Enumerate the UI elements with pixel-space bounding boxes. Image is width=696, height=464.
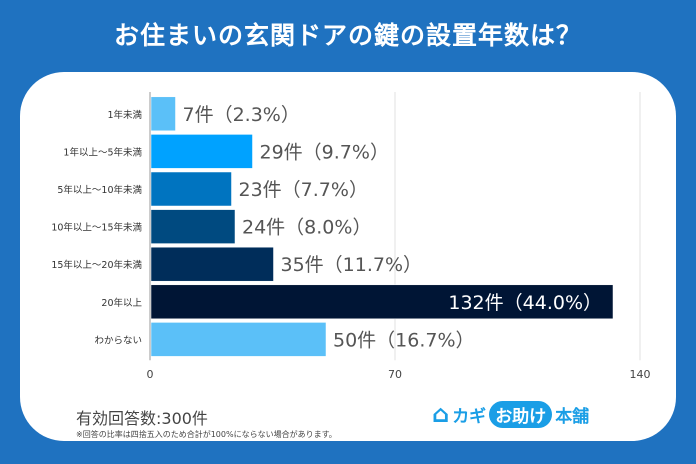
response-count: 有効回答数:300件 [76, 409, 208, 428]
bar [150, 209, 236, 244]
category-label: 10年以上～15年未満 [51, 222, 142, 234]
x-tick-label: 140 [630, 368, 651, 381]
data-label: 7件（2.3%） [183, 104, 300, 126]
data-label: 35件（11.7%） [281, 254, 423, 276]
bar [150, 322, 327, 357]
x-tick-label: 70 [388, 368, 402, 381]
data-label: 29件（9.7%） [260, 141, 389, 163]
category-label: 5年以上～10年未満 [57, 184, 142, 196]
data-label: 24件（8.0%） [242, 217, 371, 239]
category-label: 1年以上～5年未満 [63, 146, 142, 158]
chart-panel [20, 72, 676, 441]
bar [150, 171, 232, 207]
bar [150, 96, 176, 132]
logo-text-3: 本舗 [555, 406, 590, 427]
data-label: 50件（16.7%） [333, 329, 475, 351]
category-label: 1年未満 [107, 109, 142, 121]
house-mascot-icon: ⌂ [432, 400, 450, 428]
x-tick-label: 0 [147, 368, 154, 381]
category-label: わからない [94, 335, 142, 346]
category-label: 20年以上 [101, 297, 142, 309]
brand-logo: ⌂ カギ お助け 本舗 [432, 400, 589, 428]
footnote: ※回答の比率は四捨五入のため合計が100%にならない場合があります。 [76, 430, 337, 439]
category-label: 15年以上～20年未満 [51, 259, 142, 271]
bar [150, 284, 614, 320]
data-label: 132件（44.0%） [448, 292, 602, 314]
logo-text-2: お助け [489, 400, 553, 428]
bar [150, 246, 274, 282]
bar [150, 134, 253, 169]
logo-text-1: カギ [452, 406, 487, 427]
data-label: 23件（7.7%） [239, 179, 368, 201]
chart-title: お住まいの玄関ドアの鍵の設置年数は？ [113, 21, 582, 50]
